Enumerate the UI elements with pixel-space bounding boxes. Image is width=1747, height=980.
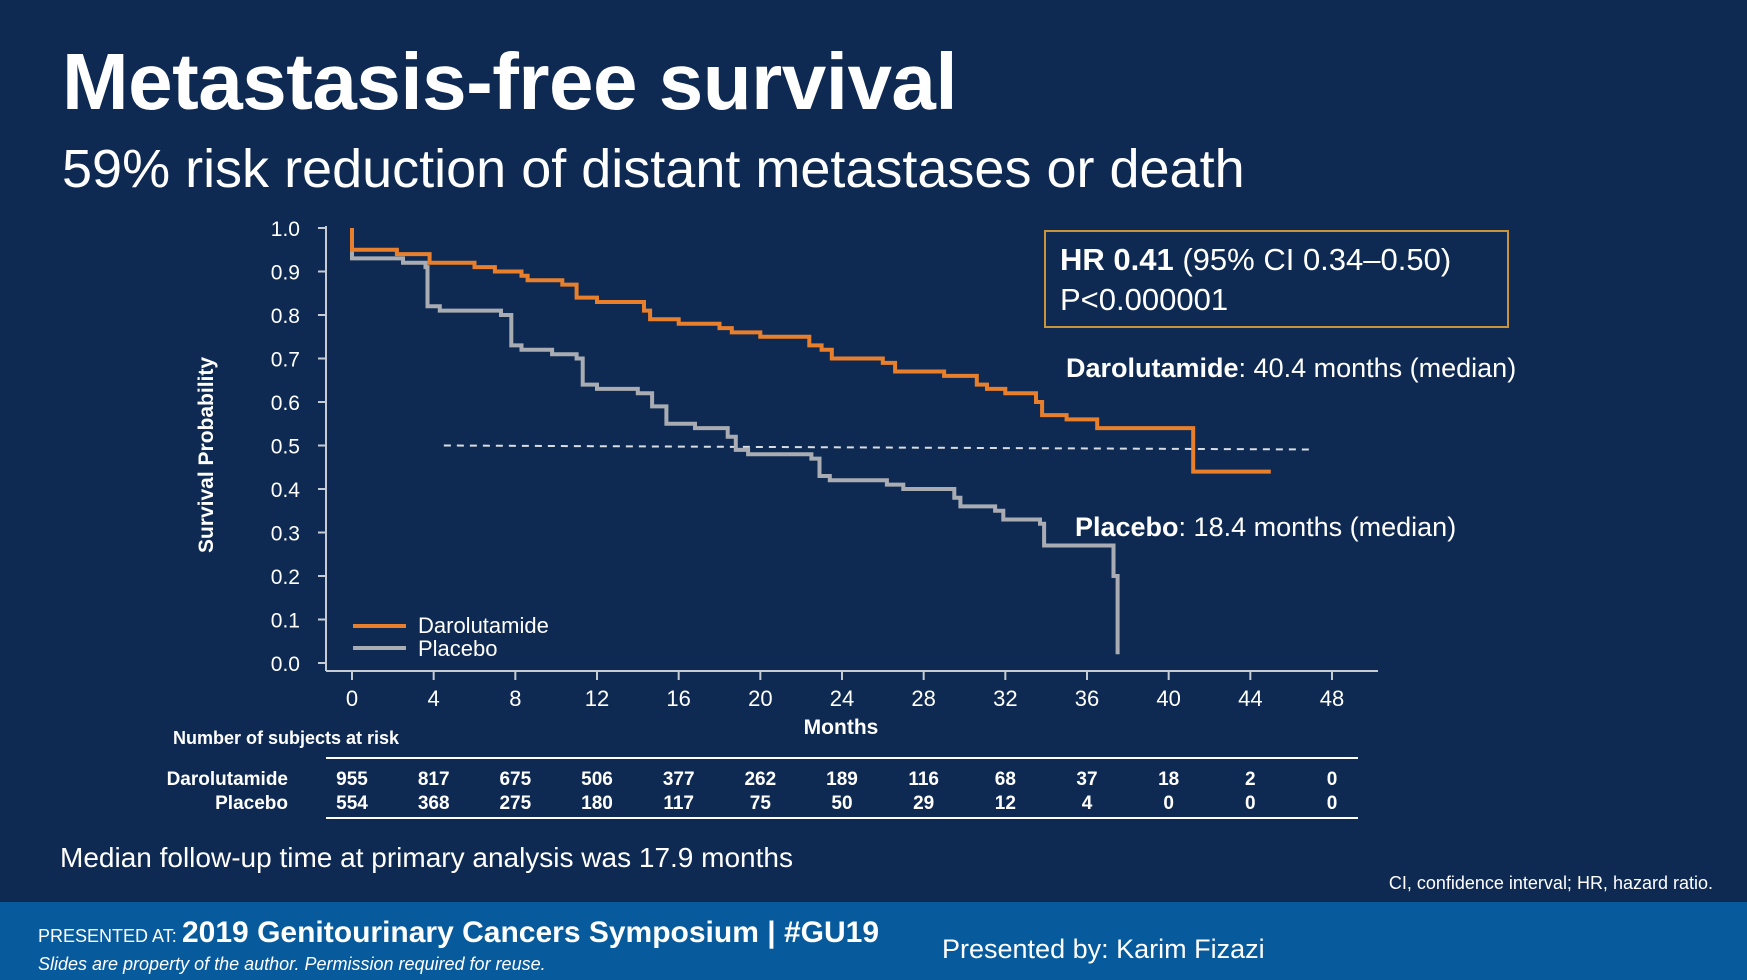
hr-annotation-box (1044, 230, 1509, 328)
placebo-median-name: Placebo (1075, 512, 1179, 542)
risk-cell-placebo: 0 (1327, 793, 1338, 814)
km-chart: 0.00.10.20.30.40.50.60.70.80.91.00 4 8 12 16… (167, 218, 1516, 819)
followup-note: Median follow-up time at primary analysi… (60, 842, 793, 873)
risk-cell-darolutamide: 817 (418, 769, 450, 790)
risk-cell-darolutamide: 675 (499, 769, 531, 790)
x-tick-label: 36 (1075, 686, 1099, 711)
risk-cell-darolutamide: 0 (1327, 769, 1338, 790)
y-tick-label: 1.0 (271, 218, 300, 241)
risk-cell-darolutamide: 506 (581, 769, 613, 790)
risk-cell-placebo: 4 (1082, 793, 1093, 814)
footer-disclaimer: Slides are property of the author. Permi… (38, 954, 546, 974)
series-line-placebo (350, 228, 1120, 655)
footer-event: 2019 Genitourinary Cancers Symposium | #… (182, 916, 880, 949)
median-reference-line (443, 444, 1313, 451)
abbreviation-note: CI, confidence interval; HR, hazard rati… (1388, 873, 1713, 893)
footer-bar: PRESENTED AT: 2019 Genitourinary Cancers… (0, 902, 1747, 980)
risk-cell-placebo: 50 (831, 793, 852, 814)
x-tick-label: 48 (1320, 686, 1344, 711)
y-tick-label: 0.8 (271, 305, 300, 328)
p-value: P<0.000001 (1060, 282, 1228, 317)
y-tick-label: 0.3 (271, 523, 300, 546)
risk-row-label-placebo: Placebo (215, 793, 288, 814)
slide-subtitle: 59% risk reduction of distant metastases… (62, 139, 1245, 199)
svg-text:Darolutamide: 40.4 months (med: Darolutamide: 40.4 months (median) (1066, 353, 1516, 383)
x-tick-label: 28 (911, 686, 935, 711)
risk-cell-placebo: 29 (913, 793, 934, 814)
footer-presenter: Presented by: Karim Fizazi (942, 934, 1265, 964)
chart-legend: Darolutamide Placebo (353, 613, 549, 661)
risk-cell-placebo: 180 (581, 793, 613, 814)
risk-table-title: Number of subjects at risk (173, 728, 400, 748)
risk-cell-darolutamide: 2 (1245, 769, 1256, 790)
risk-row-label-darolutamide: Darolutamide (167, 769, 288, 790)
risk-cell-darolutamide: 68 (995, 769, 1016, 790)
x-tick-label: 4 (428, 686, 440, 711)
risk-cell-darolutamide: 955 (336, 769, 368, 790)
y-tick-label: 0.5 (271, 436, 300, 459)
y-tick-label: 0.2 (271, 566, 300, 589)
x-tick-label: 44 (1238, 686, 1262, 711)
slide-title: Metastasis-free survival (62, 37, 958, 126)
x-axis-label: Months (804, 716, 879, 739)
y-tick-label: 0.9 (271, 262, 300, 285)
risk-cell-darolutamide: 116 (908, 769, 939, 790)
daro-median-value: : 40.4 months (median) (1239, 353, 1517, 383)
x-tick-label: 32 (993, 686, 1017, 711)
x-tick-label: 40 (1156, 686, 1180, 711)
x-tick-label: 24 (830, 686, 854, 711)
x-tick-label: 20 (748, 686, 772, 711)
footer-presented-at: PRESENTED AT: (38, 926, 177, 946)
hr-annotation: HR 0.41 (95% CI 0.34–0.50) P<0.000001 (1044, 230, 1509, 328)
placebo-median-value: : 18.4 months (median) (1179, 512, 1457, 542)
x-tick-label: 8 (509, 686, 521, 711)
svg-text:Placebo: 18.4 months (median): Placebo: 18.4 months (median) (1075, 512, 1456, 542)
risk-cell-darolutamide: 18 (1158, 769, 1179, 790)
risk-cell-placebo: 12 (995, 793, 1016, 814)
risk-cell-darolutamide: 37 (1076, 769, 1097, 790)
y-tick-label: 0.1 (271, 610, 300, 633)
legend-label-darolutamide: Darolutamide (418, 613, 549, 638)
hr-value: HR 0.41 (1060, 242, 1174, 277)
risk-cell-placebo: 554 (336, 793, 368, 814)
x-tick-label: 16 (666, 686, 690, 711)
risk-cell-placebo: 75 (750, 793, 772, 814)
risk-cell-darolutamide: 189 (826, 769, 858, 790)
risk-cell-darolutamide: 262 (744, 769, 776, 790)
risk-cell-placebo: 368 (418, 793, 450, 814)
x-tick-label: 12 (585, 686, 609, 711)
y-tick-label: 0.7 (271, 349, 300, 372)
risk-cell-placebo: 275 (499, 793, 531, 814)
y-tick-label: 0.4 (271, 479, 301, 502)
y-axis-label: Survival Probability (195, 357, 218, 553)
daro-median-name: Darolutamide (1066, 353, 1239, 383)
legend-label-placebo: Placebo (418, 636, 498, 661)
x-tick-label: 0 (346, 686, 358, 711)
svg-text:HR 0.41 (95% CI 0.34–0.50): HR 0.41 (95% CI 0.34–0.50) (1060, 242, 1451, 277)
risk-cell-placebo: 0 (1245, 793, 1256, 814)
series-line-darolutamide (350, 228, 1271, 474)
hr-ci: (95% CI 0.34–0.50) (1174, 242, 1451, 277)
y-tick-label: 0.6 (271, 392, 300, 415)
risk-cell-placebo: 117 (663, 793, 694, 814)
y-tick-label: 0.0 (271, 653, 300, 676)
risk-cell-darolutamide: 377 (663, 769, 695, 790)
risk-cell-placebo: 0 (1163, 793, 1174, 814)
